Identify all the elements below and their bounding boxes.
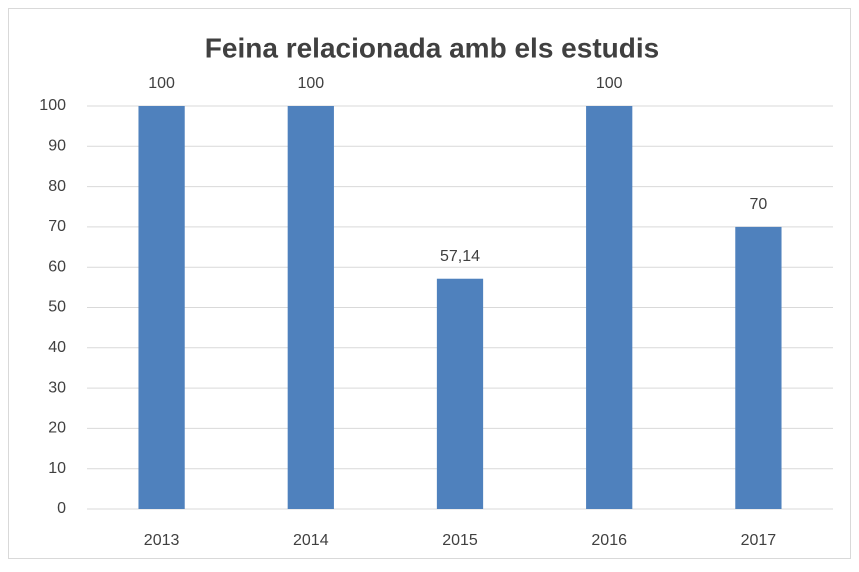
y-tick-label: 20 (48, 420, 66, 437)
y-tick-label: 30 (48, 379, 66, 396)
y-tick-label: 50 (48, 299, 66, 316)
bar (436, 278, 484, 509)
value-label: 70 (750, 196, 768, 213)
x-tick-label: 2016 (591, 532, 627, 549)
value-label: 57,14 (440, 248, 480, 265)
y-tick-label: 40 (48, 339, 66, 356)
bar (735, 226, 782, 509)
y-tick-label: 0 (57, 500, 66, 517)
y-tick-label: 70 (48, 218, 66, 235)
y-tick-label: 10 (48, 460, 66, 477)
bar (138, 106, 185, 509)
chart-title: Feina relacionada amb els estudis (205, 32, 659, 63)
value-label: 100 (148, 75, 175, 92)
bar (287, 106, 334, 509)
y-tick-label: 60 (48, 258, 66, 275)
x-tick-label: 2017 (741, 532, 777, 549)
bar (586, 106, 633, 509)
y-tick-label: 90 (48, 138, 66, 155)
chart-frame (8, 8, 851, 559)
value-label: 100 (596, 75, 623, 92)
x-tick-label: 2014 (293, 532, 329, 549)
x-tick-label: 2015 (442, 532, 478, 549)
y-tick-label: 80 (48, 178, 66, 195)
x-tick-label: 2013 (144, 532, 180, 549)
y-tick-label: 100 (39, 97, 66, 114)
value-label: 100 (297, 75, 324, 92)
